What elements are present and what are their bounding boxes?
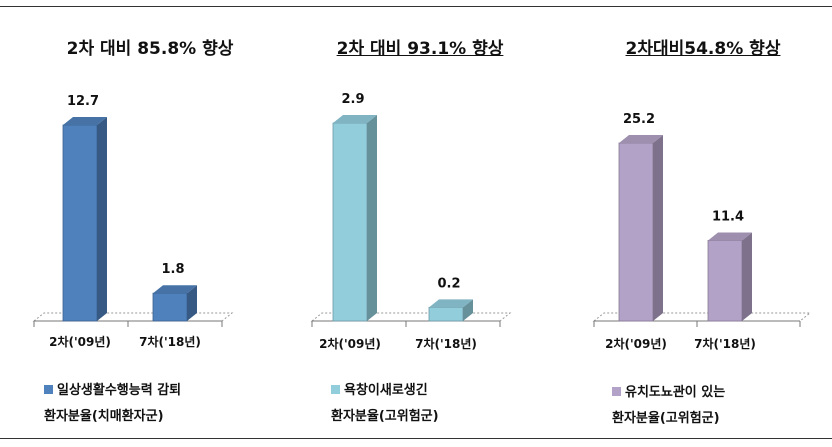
- legend-swatch-2: [331, 385, 340, 394]
- chart-1-value-label-2: 1.8: [161, 262, 184, 277]
- chart-3-bar-2-side: [742, 232, 752, 321]
- panel-2-legend: 욕창이새로생긴 환자분율(고위험군): [331, 378, 439, 430]
- chart-3-bar-1-top: [619, 135, 663, 143]
- chart-3-bar-2-top: [708, 232, 752, 241]
- chart-3-category-label-2: 7차('18년): [694, 336, 756, 351]
- panel-3-title: 2차대비54.8% 향상: [625, 39, 781, 59]
- chart-2-category-label-1: 2차('09년): [319, 336, 381, 351]
- chart-1-bar-2: [152, 292, 188, 322]
- panel-3-legend: 유치도뇨관이 있는 환자분율(고위험군): [612, 380, 725, 432]
- chart-2-bar-2: [428, 306, 464, 322]
- chart-1-bar-1-side: [97, 117, 107, 321]
- chart-2-bar-1-top: [333, 115, 377, 123]
- chart-2-bar-2-top: [429, 299, 473, 308]
- chart-3-plot: 25.2 2차('09년) 11.4 7차('18년): [592, 112, 812, 351]
- legend-swatch-1: [44, 385, 53, 394]
- legend-2-line-2: 환자분율(고위험군): [331, 409, 439, 424]
- chart-3-category-label-1: 2차('09년): [605, 336, 667, 351]
- chart-3-value-label-1: 25.2: [623, 112, 655, 127]
- chart-3-value-label-2: 11.4: [712, 209, 744, 224]
- chart-1-bar-1-top: [63, 117, 107, 125]
- legend-1-line-1: 일상생활수행능력 감퇴: [57, 383, 182, 398]
- chart-3-bar-2: [707, 240, 743, 322]
- legend-3-line-1: 유치도뇨관이 있는: [625, 385, 726, 400]
- chart-1-bar-1: [62, 124, 98, 322]
- chart-2-bar-1: [332, 122, 368, 322]
- top-rule: [0, 6, 832, 7]
- chart-1-bar-2-side: [187, 285, 197, 321]
- chart-3-bar-1-side: [653, 135, 663, 321]
- panel-1-legend: 일상생활수행능력 감퇴 환자분율(치매환자군): [44, 378, 181, 430]
- chart-1-category-label-1: 2차('09년): [49, 334, 111, 349]
- panel-1-title: 2차 대비 85.8% 향상: [66, 39, 234, 59]
- legend-2-line-1: 욕창이새로생긴: [344, 383, 428, 398]
- chart-2-plot: 2.9 2차('09년) 0.2 7차('18년): [310, 92, 512, 351]
- chart-1-bar-2-top: [153, 285, 197, 294]
- chart-2-bar-1-side: [367, 115, 377, 321]
- chart-2-category-label-2: 7차('18년): [415, 336, 477, 351]
- chart-2-value-label-2: 0.2: [437, 276, 460, 291]
- chart-3-bar-1: [618, 142, 654, 322]
- legend-swatch-3: [612, 387, 621, 396]
- chart-1-category-label-2: 7차('18년): [139, 334, 201, 349]
- chart-1-plot: 12.7 2차('09년) 1.8 7차('18년): [32, 94, 234, 349]
- chart-2-value-label-1: 2.9: [341, 92, 364, 107]
- chart-1-value-label-1: 12.7: [67, 94, 99, 109]
- chart-2-bar-2-side: [463, 299, 473, 321]
- panel-2-title: 2차 대비 93.1% 향상: [336, 39, 504, 59]
- legend-1-line-2: 환자분율(치매환자군): [44, 409, 164, 424]
- bottom-rule: [0, 438, 832, 439]
- legend-3-line-2: 환자분율(고위험군): [612, 411, 720, 426]
